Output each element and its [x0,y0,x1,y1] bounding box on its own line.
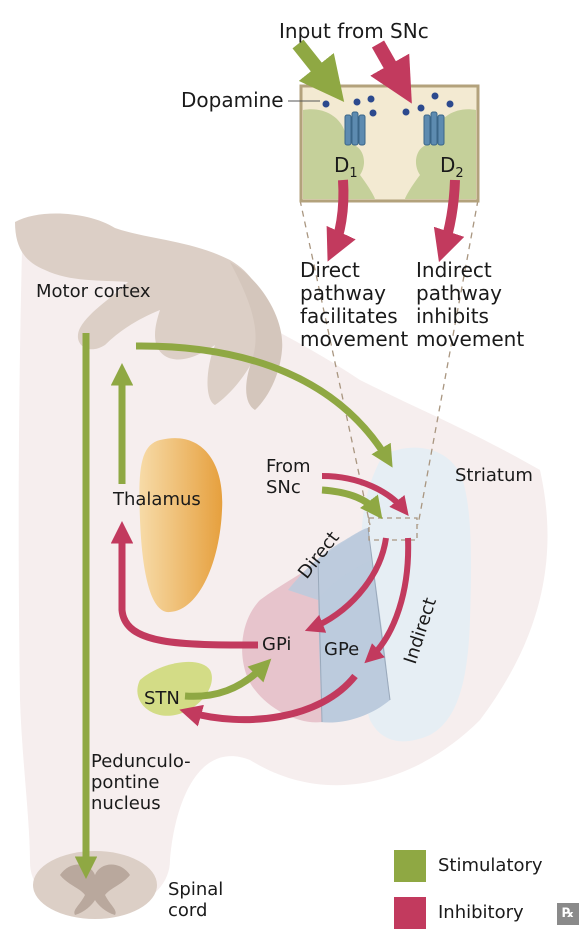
d2-label: D2 [440,153,464,182]
dopamine-synapse-inset [288,84,480,203]
motor-cortex-shape [15,213,283,410]
direct-pathway-label: Direct pathway facilitates movement [300,258,409,351]
direct-output-arrow [326,179,356,262]
thalamus-label: Thalamus [113,489,201,510]
gpi-to-thalamus-arrow [110,521,259,649]
motor-cortex-label: Motor cortex [36,281,151,302]
cortex-to-striatum-arrow [135,342,393,468]
legend-label-stimulatory: Stimulatory [438,855,543,876]
striatum-to-gpi-arrow [304,537,389,633]
from-snc-label: From SNc [266,456,311,498]
snc-to-striatum-green-arrow [321,486,383,520]
legend-swatch-stimulatory [394,850,426,882]
d1-label: D1 [334,153,358,182]
brain-region [18,245,548,912]
stn-shape [137,661,212,716]
spinal-cord-shape [33,851,157,919]
rx-logo: ℞ [557,903,579,925]
indirect-output-arrow [433,179,465,263]
legend-swatch-inhibitory [394,897,426,929]
striatum-to-gpe-arrow [364,537,412,664]
stn-label: STN [144,688,180,709]
snc-input-red-arrow [370,40,412,104]
input-from-snc-label: Input from SNc [279,19,429,43]
spinal-cord-label: Spinal cord [168,879,224,921]
striatum-label: Striatum [455,465,533,486]
pedunculopontine-label: Pedunculo- pontine nucleus [91,751,191,814]
gpi-label: GPi [262,634,292,655]
snc-to-striatum-red-arrow [321,473,409,517]
stn-to-gpi-arrow [184,658,272,700]
indirect-pathway-label: Indirect pathway inhibits movement [416,258,525,351]
striatum-region [360,447,472,742]
gpe-label: GPe [324,639,360,660]
gpe-to-stn-arrow [179,673,358,727]
thalamus-shape [139,438,223,613]
legend-label-inhibitory: Inhibitory [438,902,524,923]
snc-input-green-arrow [292,39,345,103]
dopamine-label: Dopamine [181,88,284,112]
